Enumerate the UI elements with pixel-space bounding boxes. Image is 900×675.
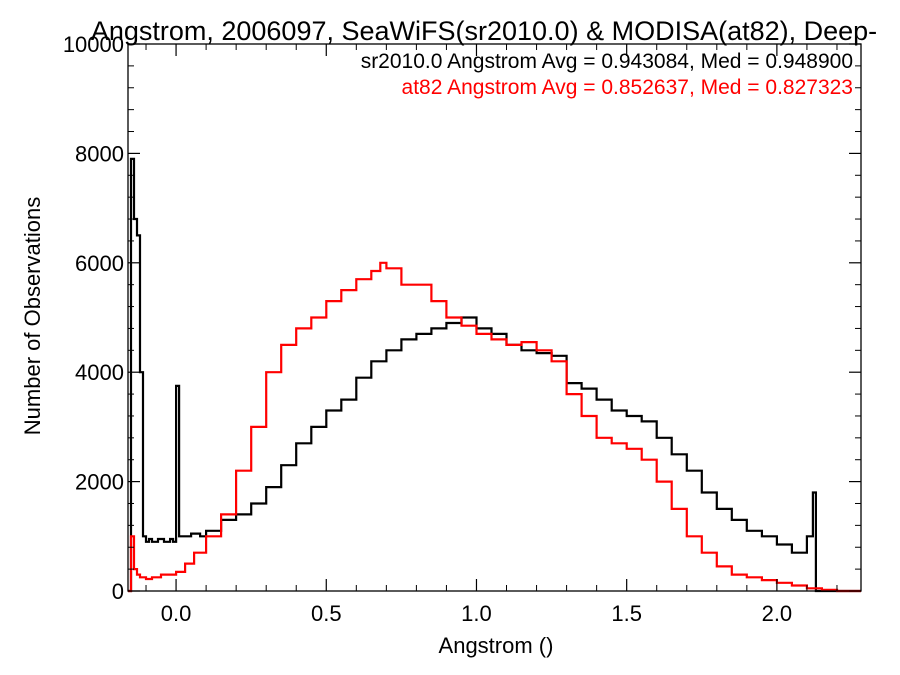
y-tick-label: 6000: [75, 251, 124, 276]
x-tick-label: 1.0: [461, 601, 492, 626]
y-tick-label: 4000: [75, 360, 124, 385]
axis-ticks: [128, 43, 861, 592]
axis-tick-labels: 0.0 0.5 1.0 1.5 2.0 0 2000 4000 6000 8000 10000: [63, 32, 792, 626]
x-tick-label: 0.0: [161, 601, 192, 626]
legend-annotations: sr2010.0 Angstrom Avg = 0.943084, Med = …: [361, 50, 853, 99]
y-tick-label: 8000: [75, 141, 124, 166]
series-layer: [128, 157, 861, 593]
series-line-1: [128, 157, 861, 593]
y-tick-label: 10000: [63, 32, 124, 57]
x-tick-label: 0.5: [311, 601, 342, 626]
series-line-2: [128, 261, 861, 593]
x-axis-label: Angstrom (): [439, 633, 554, 658]
legend-annotation-2: at82 Angstrom Avg = 0.852637, Med = 0.82…: [402, 76, 853, 99]
chart-title: Angstrom, 2006097, SeaWiFS(sr2010.0) & M…: [91, 16, 877, 46]
x-tick-label: 2.0: [762, 601, 793, 626]
legend-annotation-1: sr2010.0 Angstrom Avg = 0.943084, Med = …: [361, 50, 853, 73]
x-tick-label: 1.5: [611, 601, 642, 626]
plot-frame: [127, 43, 862, 592]
y-tick-label: 0: [112, 579, 124, 604]
y-tick-label: 2000: [75, 470, 124, 495]
y-axis-label: Number of Observations: [20, 197, 45, 435]
